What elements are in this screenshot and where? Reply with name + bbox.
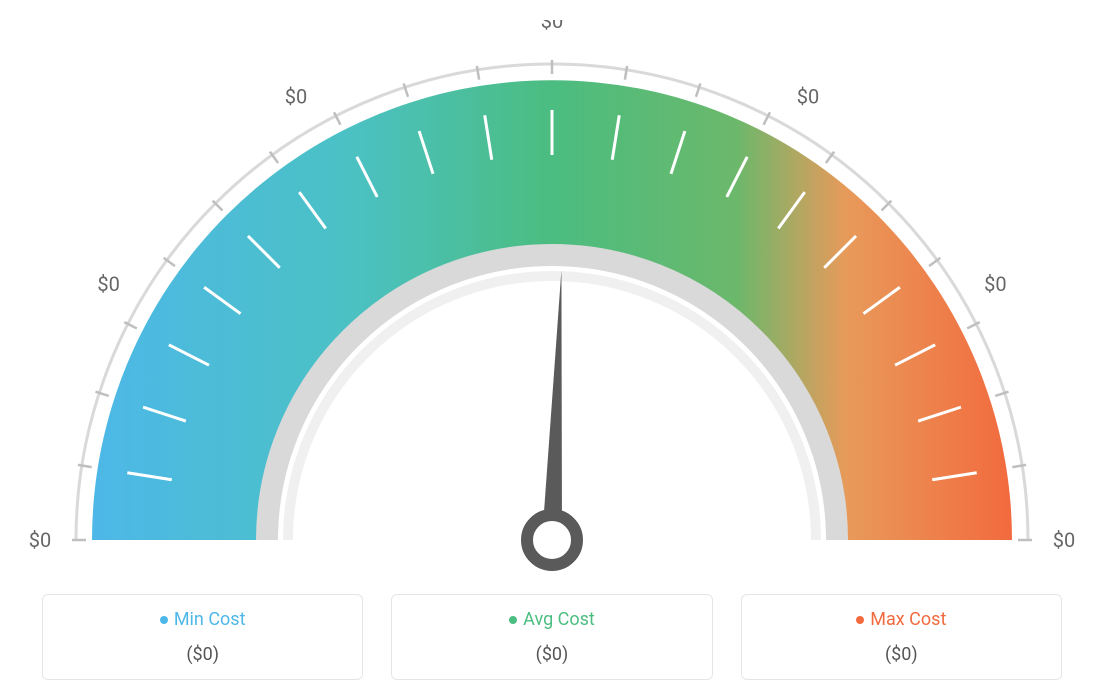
gauge-outer-tick	[477, 66, 479, 80]
legend-dot-max	[856, 616, 864, 624]
legend-title-max: Max Cost	[752, 609, 1051, 630]
legend-label-avg: Avg Cost	[523, 609, 595, 630]
gauge-tick-label: $0	[984, 272, 1006, 296]
gauge-area: $0 $0 $0 $0 $0 $0 $0	[0, 0, 1104, 560]
legend-row: Min Cost ($0) Avg Cost ($0) Max Cost ($0…	[42, 594, 1062, 680]
legend-label-max: Max Cost	[870, 609, 946, 630]
legend-card-avg: Avg Cost ($0)	[391, 594, 712, 680]
legend-dot-min	[160, 616, 168, 624]
legend-value-avg: ($0)	[402, 644, 701, 665]
gauge-tick-label: $0	[285, 85, 307, 109]
gauge-tick-label: $0	[1053, 528, 1075, 552]
gauge-tick-label: $0	[97, 272, 119, 296]
gauge-tick-label: $0	[797, 85, 819, 109]
legend-title-min: Min Cost	[53, 609, 352, 630]
legend-card-max: Max Cost ($0)	[741, 594, 1062, 680]
legend-value-min: ($0)	[53, 644, 352, 665]
gauge-tick-label: $0	[541, 20, 563, 33]
legend-dot-avg	[509, 616, 517, 624]
legend-card-min: Min Cost ($0)	[42, 594, 363, 680]
legend-value-max: ($0)	[752, 644, 1051, 665]
gauge-svg: $0 $0 $0 $0 $0 $0 $0	[0, 20, 1104, 580]
chart-container: $0 $0 $0 $0 $0 $0 $0 Min Cost ($0) Avg Cost ($…	[0, 0, 1104, 690]
gauge-outer-tick	[1012, 465, 1026, 467]
gauge-needle	[542, 270, 562, 540]
gauge-tick-label: $0	[29, 528, 51, 552]
legend-label-min: Min Cost	[174, 609, 246, 630]
gauge-pivot	[527, 515, 577, 565]
gauge-outer-tick	[625, 66, 627, 80]
gauge-outer-tick	[78, 465, 92, 467]
legend-title-avg: Avg Cost	[402, 609, 701, 630]
